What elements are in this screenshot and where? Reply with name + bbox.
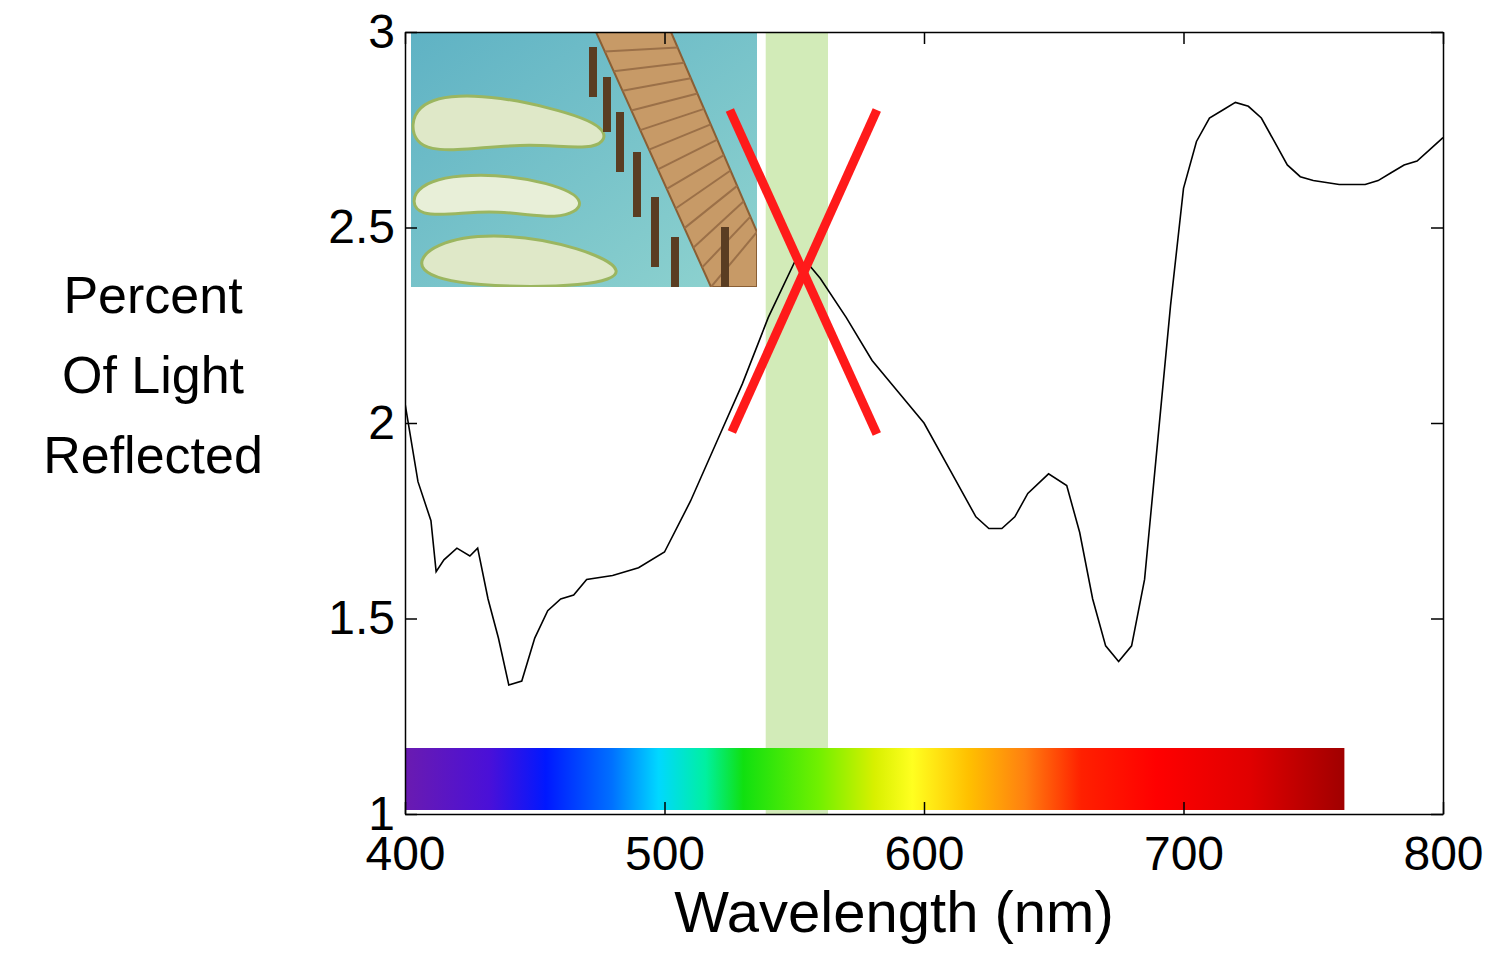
y-axis-title-line: Reflected xyxy=(43,426,263,484)
photo-shore xyxy=(414,175,579,216)
tick-mark xyxy=(405,618,417,620)
tick-mark xyxy=(924,802,926,814)
photo-plank xyxy=(649,124,711,149)
tick-mark xyxy=(664,32,666,44)
highlight-band xyxy=(766,32,828,814)
plot-area xyxy=(405,32,1443,814)
y-axis-title: Percent Of Light Reflected xyxy=(43,266,263,484)
cross-stroke xyxy=(730,110,877,434)
photo-post xyxy=(721,227,729,287)
tick-mark xyxy=(664,802,666,814)
tick-mark xyxy=(1431,618,1443,620)
photo-post xyxy=(671,237,679,287)
spectrum-line xyxy=(405,102,1443,685)
tick-label: 1 xyxy=(368,787,395,840)
y-axis-right xyxy=(1431,33,1444,815)
y-axis-title-line: Of Light xyxy=(62,346,245,404)
tick-mark xyxy=(1431,814,1443,816)
tick-label: 700 xyxy=(1144,827,1224,880)
tick-label: 2.5 xyxy=(328,200,395,253)
cross-mark xyxy=(730,110,877,434)
x-axis-title: Wavelength (nm) xyxy=(674,879,1113,944)
x-axis: 400500600700800 xyxy=(365,802,1483,880)
photo-plank xyxy=(667,155,724,189)
photo-plank xyxy=(631,94,697,111)
tick: 2.5 xyxy=(328,200,417,253)
tick xyxy=(1431,619,1443,620)
tick-mark xyxy=(405,227,417,229)
tick-mark xyxy=(1431,423,1443,425)
x-axis-top xyxy=(406,32,1444,44)
tick-label: 600 xyxy=(884,827,964,880)
y-axis-title-line: Percent xyxy=(63,266,243,324)
photo-shore xyxy=(422,236,616,286)
tick-mark xyxy=(405,814,417,816)
photo-plank xyxy=(684,186,737,228)
inset-photo xyxy=(411,32,757,297)
tick xyxy=(1184,32,1185,44)
tick: 1 xyxy=(368,787,417,840)
tick-mark xyxy=(405,423,417,425)
tick-mark xyxy=(1431,227,1443,229)
plot-background xyxy=(405,32,1443,814)
tick-label: 1.5 xyxy=(328,591,395,644)
photo-post xyxy=(616,112,624,172)
photo-post xyxy=(651,197,659,267)
tick-label: 800 xyxy=(1403,827,1483,880)
photo-post xyxy=(633,152,641,217)
tick-mark xyxy=(1183,802,1185,814)
photo-plank xyxy=(605,47,678,51)
photo-plank xyxy=(711,232,757,287)
cross-stroke xyxy=(732,110,877,432)
tick-label: 500 xyxy=(625,827,705,880)
photo-plank xyxy=(693,201,743,248)
tick xyxy=(1431,423,1443,424)
tick: 700 xyxy=(1144,802,1224,880)
tick: 500 xyxy=(625,802,705,880)
photo-post xyxy=(589,47,597,97)
tick-label: 2 xyxy=(368,396,395,449)
tick xyxy=(1431,814,1443,815)
photo-post xyxy=(603,77,611,132)
tick xyxy=(924,32,925,44)
photo-water xyxy=(411,32,757,287)
tick xyxy=(665,32,666,44)
tick: 600 xyxy=(884,802,964,880)
photo-shore xyxy=(413,96,604,150)
tick-mark xyxy=(924,32,926,44)
chart: 40050060070080011.522.53Wavelength (nm)P… xyxy=(0,0,1495,954)
tick-mark xyxy=(1431,32,1443,34)
spectrum-bar xyxy=(405,748,1344,810)
tick xyxy=(1431,32,1443,33)
y-axis: 1 1.5 2 2.5 3 xyxy=(328,5,417,840)
photo-plank xyxy=(614,63,685,71)
tick: 3 xyxy=(368,5,417,58)
photo-plank xyxy=(676,170,731,208)
tick: 1.5 xyxy=(328,591,417,644)
tick-mark xyxy=(1183,32,1185,44)
tick-label: 3 xyxy=(368,5,395,58)
tick xyxy=(1431,228,1443,229)
photo-plank xyxy=(640,109,704,130)
tick-mark xyxy=(405,32,417,34)
photo-plank xyxy=(623,78,691,91)
tick: 2 xyxy=(368,396,417,449)
